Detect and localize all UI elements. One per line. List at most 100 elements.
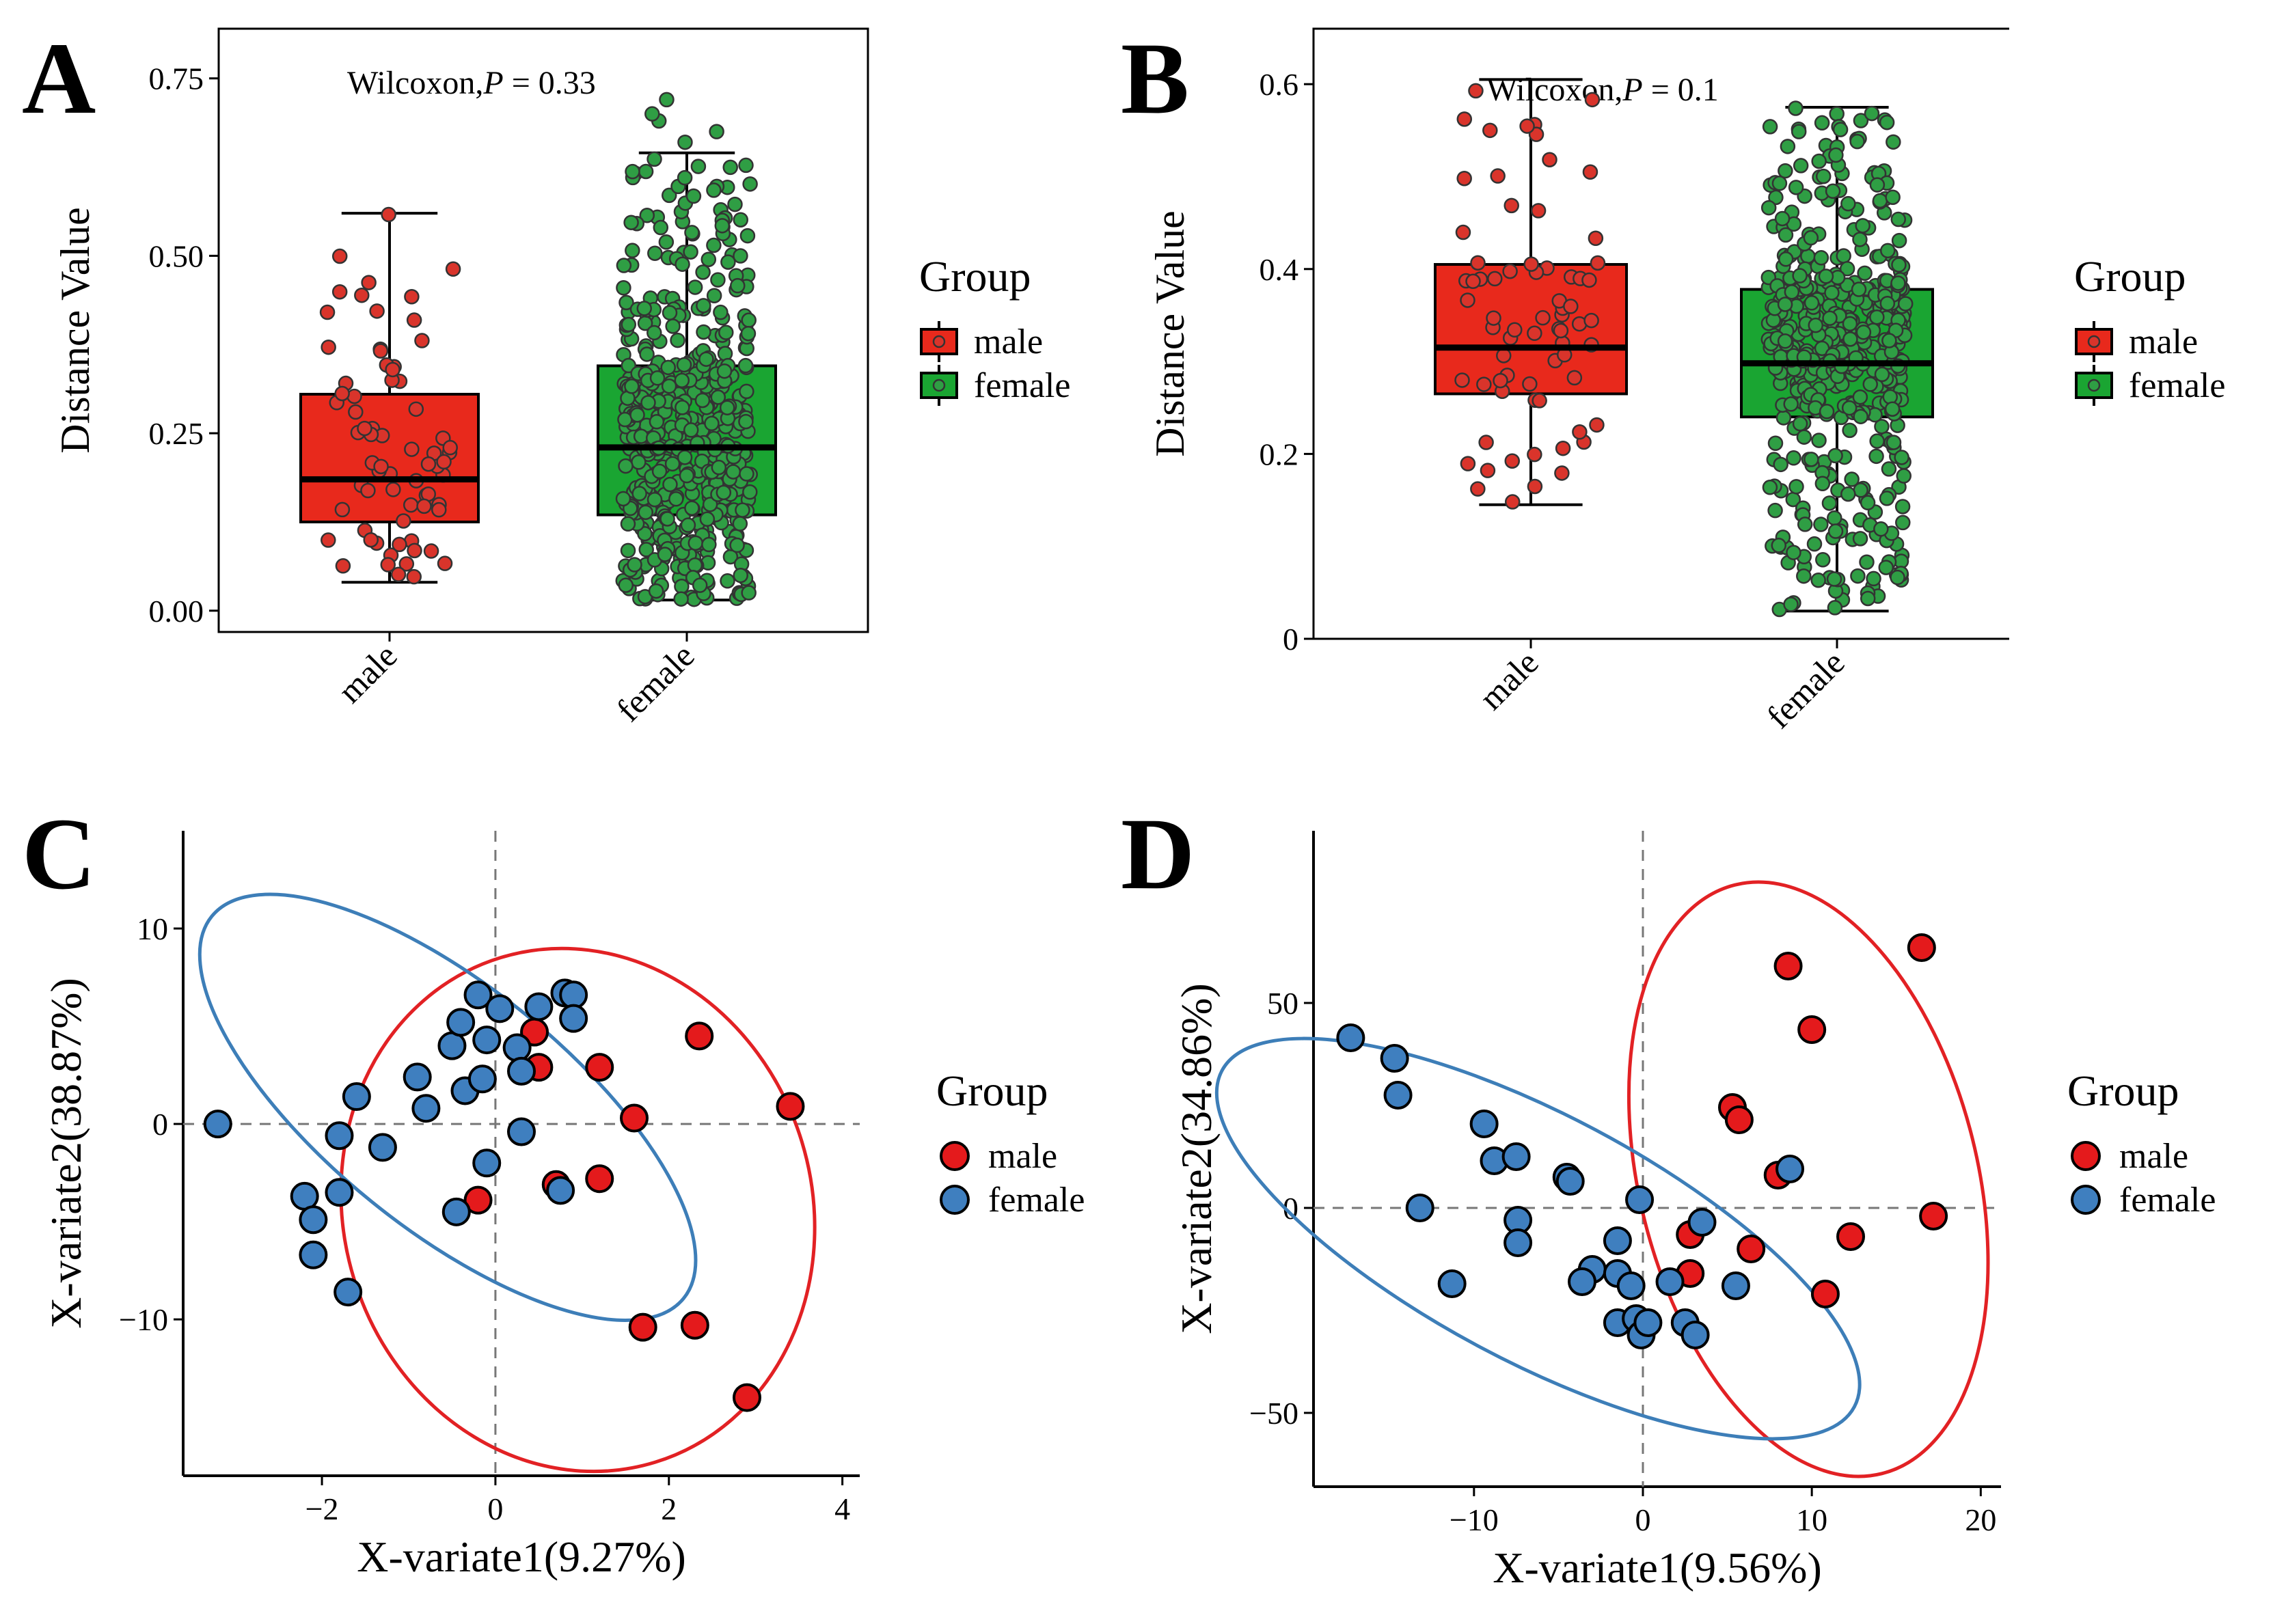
- data-point-female: [342, 1082, 371, 1112]
- data-point-female: [1762, 119, 1778, 135]
- data-point-female: [1836, 248, 1851, 264]
- data-point-female: [1821, 495, 1838, 511]
- data-point-male: [1530, 203, 1547, 219]
- x-tick-label: 20: [1965, 1502, 1996, 1537]
- data-point-female: [1853, 482, 1868, 498]
- legend-key-male: [940, 1141, 970, 1171]
- legend-item-male: male: [936, 1134, 1085, 1178]
- data-point-male: [1566, 370, 1583, 386]
- data-point-male: [1503, 197, 1519, 214]
- data-point-male: [1482, 122, 1498, 139]
- data-point-female: [647, 325, 662, 341]
- data-point-female: [636, 301, 653, 316]
- data-point-female: [677, 134, 693, 150]
- data-point-female: [1874, 366, 1890, 383]
- data-point-female: [665, 318, 681, 334]
- data-point-female: [1886, 435, 1902, 450]
- data-point-male: [1554, 465, 1570, 481]
- data-point-male: [1907, 933, 1936, 962]
- data-point-female: [662, 476, 678, 493]
- data-point-male: [1496, 348, 1512, 363]
- boxplot-b: 0 0.2 0.4 0.6 Distance Value male female: [1147, 27, 2009, 736]
- x-tick-label: 10: [1796, 1502, 1827, 1537]
- legend-b: Group male female: [2074, 251, 2225, 407]
- data-point-female: [1768, 189, 1784, 206]
- y-axis-label: X-variate2(38.87%): [42, 978, 90, 1329]
- data-point-female: [699, 511, 716, 527]
- data-point-female: [618, 294, 634, 311]
- data-point-female: [325, 1178, 354, 1207]
- data-point-male: [406, 568, 422, 585]
- data-point-male: [1456, 170, 1472, 187]
- data-point-male: [363, 532, 379, 548]
- data-point-male: [1590, 255, 1606, 271]
- data-point-female: [1881, 333, 1897, 348]
- y-tick-label: 0.75: [149, 61, 204, 96]
- data-point-female: [737, 357, 754, 374]
- data-point-female: [1853, 113, 1869, 128]
- data-point-male: [1456, 111, 1473, 127]
- data-point-male: [1810, 1280, 1840, 1308]
- data-point-male: [442, 439, 458, 456]
- data-point-female: [1767, 502, 1783, 519]
- data-point-male: [331, 284, 348, 300]
- data-point-female: [644, 106, 660, 122]
- data-point-female: [638, 504, 653, 521]
- data-point-male: [1583, 312, 1599, 329]
- data-point-female: [739, 383, 754, 400]
- legend-item-female: female: [2074, 363, 2225, 407]
- data-point-female: [739, 466, 754, 482]
- data-point-female: [618, 458, 634, 474]
- legend-item-female: female: [919, 363, 1070, 407]
- data-point-female: [742, 176, 758, 192]
- boxplot-a: 0.00 0.25 0.50 0.75 Distance Value male female: [53, 27, 869, 729]
- y-tick-label: 10: [137, 911, 168, 946]
- data-point-female: [1878, 560, 1894, 575]
- data-point-female: [683, 244, 698, 260]
- data-point-female: [1862, 376, 1878, 392]
- data-point-female: [1793, 158, 1809, 174]
- data-point-female: [1804, 295, 1820, 311]
- data-point-female: [696, 298, 711, 314]
- data-point-female: [647, 491, 663, 508]
- data-point-female: [507, 1117, 536, 1146]
- data-point-female: [203, 1110, 232, 1139]
- data-point-female: [1885, 189, 1901, 205]
- data-point-male: [436, 454, 452, 470]
- data-point-male: [348, 404, 364, 420]
- data-point-female: [657, 547, 673, 562]
- data-point-female: [639, 208, 655, 223]
- legend-c: Group male female: [936, 1066, 1085, 1222]
- data-point-female: [719, 400, 735, 415]
- panel-label-b: B: [1121, 22, 1190, 135]
- data-point-female: [1827, 600, 1843, 616]
- data-point-female: [1852, 232, 1868, 247]
- data-point-female: [683, 422, 699, 438]
- data-point-female: [679, 467, 695, 484]
- data-point-female: [696, 324, 711, 340]
- data-point-female: [1844, 471, 1860, 487]
- data-point-female: [1437, 1269, 1467, 1298]
- y-tick-label: 0.50: [149, 238, 204, 273]
- data-point-female: [638, 163, 654, 180]
- data-point-female: [647, 151, 662, 167]
- data-point-male: [1487, 271, 1503, 287]
- data-point-female: [714, 218, 731, 234]
- data-point-female: [676, 357, 692, 373]
- data-point-female: [1896, 468, 1911, 484]
- data-point-female: [1842, 331, 1858, 347]
- legend-item-female: female: [2067, 1178, 2216, 1222]
- data-point-male: [585, 1053, 614, 1082]
- annotation-a: Wilcoxon,P = 0.33: [347, 64, 596, 102]
- data-point-female: [1778, 251, 1794, 267]
- data-point-female: [620, 542, 636, 559]
- data-point-female: [616, 280, 631, 296]
- data-point-female: [1852, 389, 1868, 405]
- data-point-female: [1857, 265, 1873, 281]
- x-tick-label: 2: [661, 1491, 677, 1526]
- data-point-female: [1827, 523, 1844, 539]
- data-point-female: [1792, 268, 1808, 284]
- data-point-female: [1873, 521, 1889, 537]
- data-point-female: [1872, 193, 1888, 209]
- data-point-female: [1866, 570, 1881, 587]
